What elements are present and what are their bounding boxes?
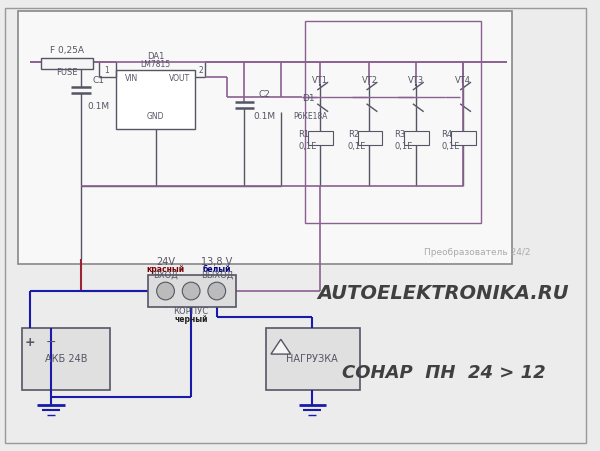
Text: C2: C2 [258,91,270,100]
Bar [22,328,110,390]
Text: GND: GND [147,112,164,121]
Text: Преобразователь 24/2: Преобразователь 24/2 [424,248,530,257]
Text: VT3: VT3 [408,76,424,85]
Text: DA1: DA1 [147,52,164,61]
Text: 2: 2 [199,66,203,75]
Text: VIN: VIN [125,74,139,83]
Text: F 0,25A: F 0,25A [50,46,84,55]
Text: D1: D1 [302,94,315,103]
Text: 0.1M: 0.1M [88,102,110,111]
Circle shape [182,282,200,300]
Text: КОРПУС: КОРПУС [173,307,209,316]
Text: 0,1E: 0,1E [348,142,366,151]
Bar [451,131,476,145]
Text: НАГРУЗКА: НАГРУЗКА [286,354,338,364]
Text: −: − [46,336,56,349]
Text: FUSE: FUSE [56,68,78,77]
Bar [116,70,195,129]
Text: VT4: VT4 [455,76,471,85]
Bar [358,131,382,145]
Text: LM7815: LM7815 [140,60,171,69]
Circle shape [208,282,226,300]
Text: ВХОД: ВХОД [153,271,178,280]
Text: VT2: VT2 [361,76,377,85]
Text: красный: красный [146,265,185,274]
Text: черный: черный [175,315,208,324]
Circle shape [157,282,175,300]
Text: AUTOELEKTRONIKA.RU: AUTOELEKTRONIKA.RU [317,285,569,304]
Text: +: + [24,336,35,349]
Text: 24V: 24V [156,258,175,267]
Text: 0.1M: 0.1M [253,112,275,121]
Text: АКБ 24В: АКБ 24В [45,354,87,364]
Text: VOUT: VOUT [169,74,190,83]
Text: VT1: VT1 [312,76,328,85]
Text: C1: C1 [92,76,104,85]
Bar [266,328,359,390]
Bar [18,11,512,264]
Text: 0,1E: 0,1E [394,142,413,151]
Bar [308,131,333,145]
Bar [305,21,481,223]
Text: СОНАР  ПН  24 > 12: СОНАР ПН 24 > 12 [341,364,545,382]
Bar [41,58,92,69]
Text: R3: R3 [394,130,406,139]
Text: 0,1E: 0,1E [299,142,317,151]
Polygon shape [271,339,290,354]
Bar [404,131,428,145]
Text: белый: белый [203,265,231,274]
Text: 13,8 V: 13,8 V [201,258,232,267]
Text: ВЫХОД: ВЫХОД [200,271,233,280]
Text: R2: R2 [348,130,359,139]
Text: 0,1E: 0,1E [442,142,460,151]
Text: R1: R1 [299,130,310,139]
Bar [148,275,236,307]
Text: Р6КЕ18А: Р6КЕ18А [293,112,328,121]
Text: 1: 1 [104,66,109,75]
Text: R4: R4 [442,130,452,139]
